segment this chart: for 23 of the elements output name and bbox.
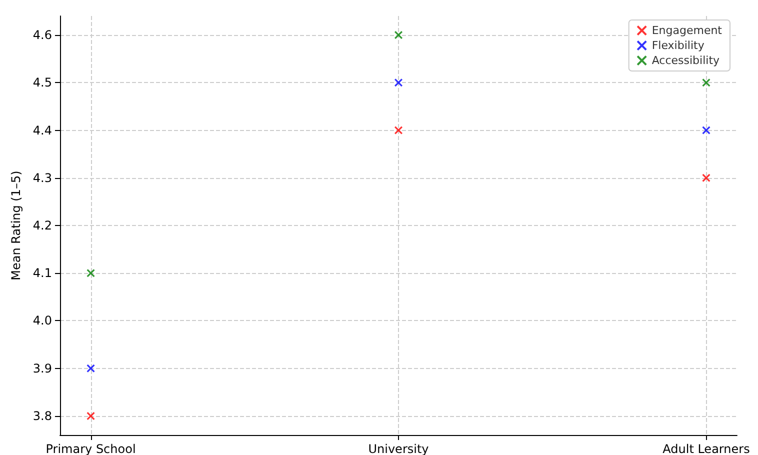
point [702, 174, 710, 182]
y-tick-label: 4.1 [32, 266, 52, 280]
point [394, 126, 402, 134]
y-tick-label: 3.8 [32, 408, 52, 423]
legend-label: Flexibility [652, 39, 705, 52]
y-axis-title: Mean Rating (1–5) [9, 170, 23, 280]
point [86, 412, 95, 420]
x-tick-label: Adult Learners [662, 442, 750, 455]
y-tick-label: 4.6 [32, 28, 52, 42]
legend-label: Engagement [652, 24, 723, 37]
y-tick-label: 4.3 [32, 170, 52, 185]
point [86, 364, 95, 372]
point [394, 78, 402, 87]
point [702, 78, 710, 87]
point [86, 269, 95, 278]
point [394, 31, 402, 40]
legend-label: Accessibility [652, 54, 720, 67]
point [702, 126, 710, 134]
y-tick-label: 4.5 [32, 76, 52, 90]
y-tick-label: 3.9 [32, 361, 52, 376]
y-tick-label: 4.4 [32, 123, 52, 138]
y-tick-label: 4.0 [32, 314, 52, 328]
y-tick-label: 4.2 [32, 218, 52, 232]
